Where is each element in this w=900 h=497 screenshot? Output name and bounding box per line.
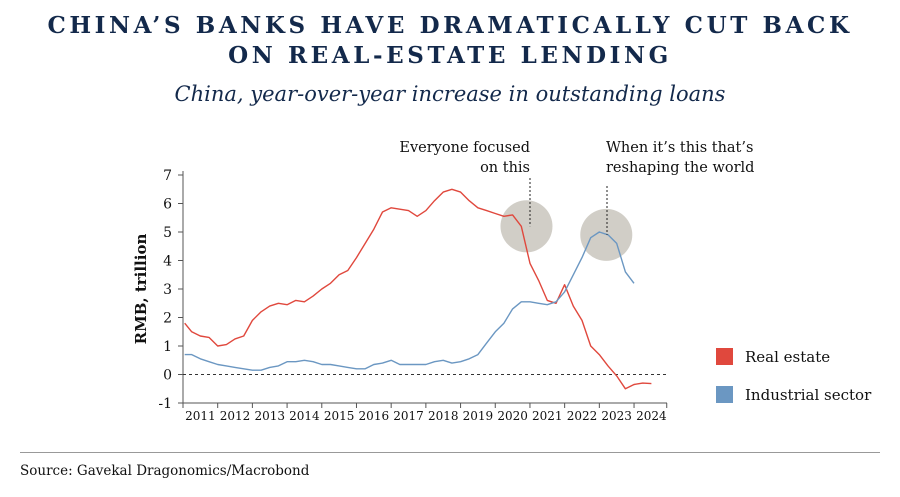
y-tick-label: -1	[158, 396, 172, 412]
chart-subtitle: China, year-over-year increase in outsta…	[174, 82, 726, 106]
chart-title-line-1: CHINA’S BANKS HAVE DRAMATICALLY CUT BACK	[47, 12, 853, 39]
y-axis-label: RMB, trillion	[132, 234, 150, 345]
annotation-1-line-2: on this	[480, 160, 530, 176]
x-tick-label: 2022	[567, 409, 598, 423]
x-tick-label: 2012	[220, 409, 251, 423]
y-tick-label: 7	[163, 168, 172, 184]
y-tick-label: 1	[163, 339, 172, 355]
source-divider	[20, 452, 880, 453]
highlight-circle-1	[500, 200, 553, 253]
x-tick-label: 2016	[359, 409, 390, 423]
legend-swatch-2	[716, 386, 733, 403]
legend-swatch-1	[716, 348, 733, 365]
x-tick-label: 2011	[185, 409, 216, 423]
x-tick-label: 2013	[254, 409, 285, 423]
y-tick-label: 3	[163, 282, 172, 298]
y-tick-label: 5	[163, 225, 172, 241]
annotation-1-line-1: Everyone focused	[399, 140, 530, 156]
x-tick-label: 2019	[463, 409, 494, 423]
x-tick-label: 2023	[601, 409, 632, 423]
annotation-2-line-1: When it’s this that’s	[606, 140, 753, 156]
annotation-2-line-2: reshaping the world	[606, 160, 754, 176]
series-line-real-estate	[184, 188, 652, 390]
x-tick-label: 2020	[497, 409, 528, 423]
series-line-industrial-sector	[184, 231, 635, 371]
x-tick-label: 2021	[532, 409, 563, 423]
chart-title-line-2: ON REAL-ESTATE LENDING	[228, 42, 672, 69]
legend-label-1: Real estate	[745, 348, 830, 366]
y-tick-label: 0	[163, 368, 172, 384]
legend-label-2: Industrial sector	[745, 386, 872, 404]
y-tick-label: 4	[163, 254, 172, 270]
x-tick-label: 2018	[428, 409, 459, 423]
y-tick-label: 2	[163, 311, 172, 327]
x-tick-label: 2017	[393, 409, 424, 423]
x-tick-label: 2024	[636, 409, 667, 423]
source-note: Source: Gavekal Dragonomics/Macrobond	[20, 463, 310, 479]
x-tick-label: 2014	[289, 409, 320, 423]
y-tick-label: 6	[163, 197, 172, 213]
x-tick-label: 2015	[324, 409, 355, 423]
